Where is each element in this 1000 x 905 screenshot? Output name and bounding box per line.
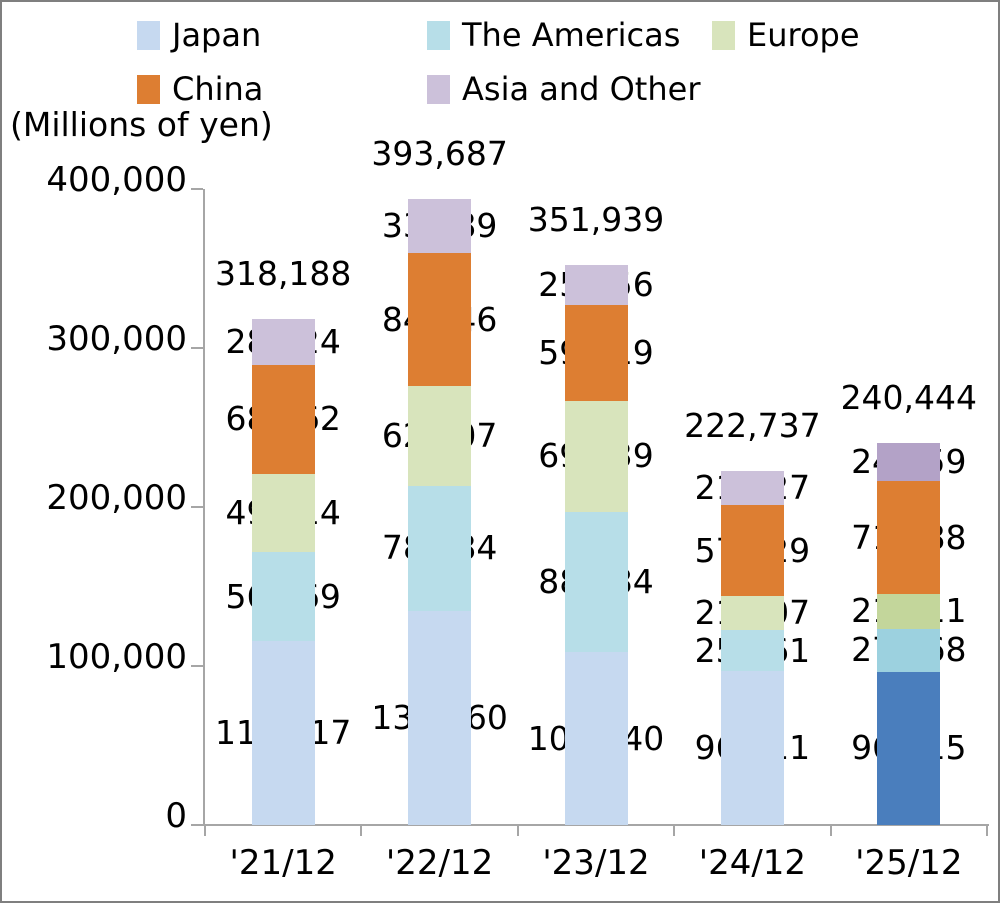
bar-segment-the-americas-24-12 — [720, 629, 784, 672]
bar-segment-china-24-12 — [720, 505, 784, 597]
y-axis-label: 0 — [165, 796, 187, 836]
x-axis-tick — [673, 826, 676, 836]
bar-segment-the-americas-25-12 — [877, 628, 941, 672]
bar-segment-asia-and-other-24-12 — [720, 470, 784, 506]
bar-segment-japan-25-12 — [877, 671, 941, 825]
legend-label: Japan — [172, 16, 262, 54]
bar-segment-the-americas-23-12 — [564, 511, 628, 653]
legend-item-china: China — [137, 71, 263, 107]
y-axis-label: 300,000 — [46, 319, 187, 359]
bar-segment-asia-and-other-25-12 — [877, 442, 941, 481]
legend-swatch-asia-and-other — [427, 74, 450, 104]
y-axis-label: 100,000 — [46, 637, 187, 677]
legend-label: China — [172, 70, 264, 108]
bar-segment-asia-and-other-23-12 — [564, 265, 628, 306]
bar-segment-china-21-12 — [251, 364, 315, 474]
y-axis-tick — [191, 665, 203, 667]
y-axis-label: 200,000 — [46, 478, 187, 518]
bar-segment-europe-25-12 — [877, 594, 941, 629]
bar-segment-europe-22-12 — [408, 386, 472, 486]
bar-total-label: 318,188 — [214, 254, 352, 294]
y-axis-label: 400,000 — [46, 160, 187, 200]
legend: Japan The Americas Europe China Asia and Oth… — [2, 2, 1000, 112]
bar-segment-china-22-12 — [408, 252, 472, 387]
legend-swatch-the-americas — [427, 20, 450, 50]
bar-total-label: 222,737 — [684, 405, 821, 445]
bar-total-label: 240,444 — [840, 377, 978, 417]
x-axis-tick — [516, 826, 519, 836]
x-axis-line — [203, 824, 989, 826]
bar-segment-the-americas-22-12 — [408, 485, 472, 611]
bar-segment-asia-and-other-21-12 — [251, 319, 315, 365]
bar-total-label: 351,939 — [527, 200, 665, 240]
bar-segment-china-23-12 — [564, 305, 628, 401]
legend-label: The Americas — [462, 16, 681, 54]
legend-swatch-china — [137, 74, 160, 104]
bar-total-label: 393,687 — [371, 134, 508, 174]
legend-item-japan: Japan — [137, 17, 261, 53]
bar-segment-japan-21-12 — [251, 641, 315, 825]
legend-label: Europe — [747, 16, 860, 54]
y-axis-tick — [191, 506, 203, 508]
bar-segment-japan-23-12 — [564, 652, 628, 825]
bar-segment-the-americas-21-12 — [251, 551, 315, 642]
bar-segment-china-25-12 — [877, 480, 941, 595]
bar-segment-asia-and-other-22-12 — [408, 199, 472, 253]
axis-units-label: (Millions of yen) — [10, 105, 273, 144]
x-axis-tick — [204, 826, 206, 836]
y-axis-tick — [191, 188, 203, 190]
bar-segment-europe-21-12 — [251, 473, 315, 552]
bar-segment-europe-24-12 — [720, 596, 784, 630]
bar-segment-japan-24-12 — [720, 671, 784, 825]
x-axis-label: '24/12 — [698, 843, 807, 883]
y-axis-tick — [191, 347, 203, 349]
x-axis-tick — [360, 826, 363, 836]
x-axis-label: '22/12 — [385, 843, 494, 883]
x-axis-label: '25/12 — [855, 843, 963, 883]
legend-item-the-americas: The Americas — [427, 17, 680, 53]
legend-label: Asia and Other — [462, 70, 701, 108]
legend-swatch-japan — [137, 20, 160, 50]
x-axis-tick — [986, 826, 988, 836]
x-axis-label: '21/12 — [229, 843, 337, 883]
x-axis-tick — [829, 826, 832, 836]
y-axis-line — [203, 189, 205, 825]
legend-item-europe: Europe — [712, 17, 860, 53]
legend-item-asia-and-other: Asia and Other — [427, 71, 700, 107]
legend-swatch-europe — [712, 20, 735, 50]
y-axis-tick — [191, 824, 203, 826]
x-axis-label: '23/12 — [542, 843, 650, 883]
bar-segment-japan-22-12 — [408, 610, 472, 825]
bar-segment-europe-23-12 — [564, 400, 628, 512]
